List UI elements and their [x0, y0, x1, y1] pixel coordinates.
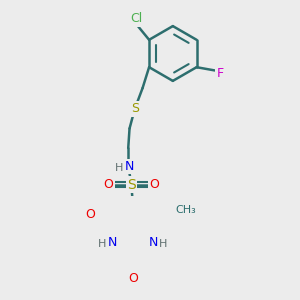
Text: O: O	[128, 272, 138, 285]
Text: O: O	[149, 178, 159, 191]
Text: O: O	[104, 178, 114, 191]
Text: S: S	[131, 102, 139, 116]
Text: CH₃: CH₃	[176, 205, 196, 215]
Text: H: H	[115, 163, 123, 173]
Text: O: O	[85, 208, 95, 221]
Text: H: H	[98, 239, 106, 249]
Text: F: F	[217, 67, 224, 80]
Text: Cl: Cl	[130, 12, 142, 26]
Text: N: N	[108, 236, 117, 249]
Text: N: N	[125, 160, 134, 173]
Text: N: N	[148, 236, 158, 249]
Text: H: H	[159, 239, 168, 249]
Text: S: S	[127, 178, 136, 192]
